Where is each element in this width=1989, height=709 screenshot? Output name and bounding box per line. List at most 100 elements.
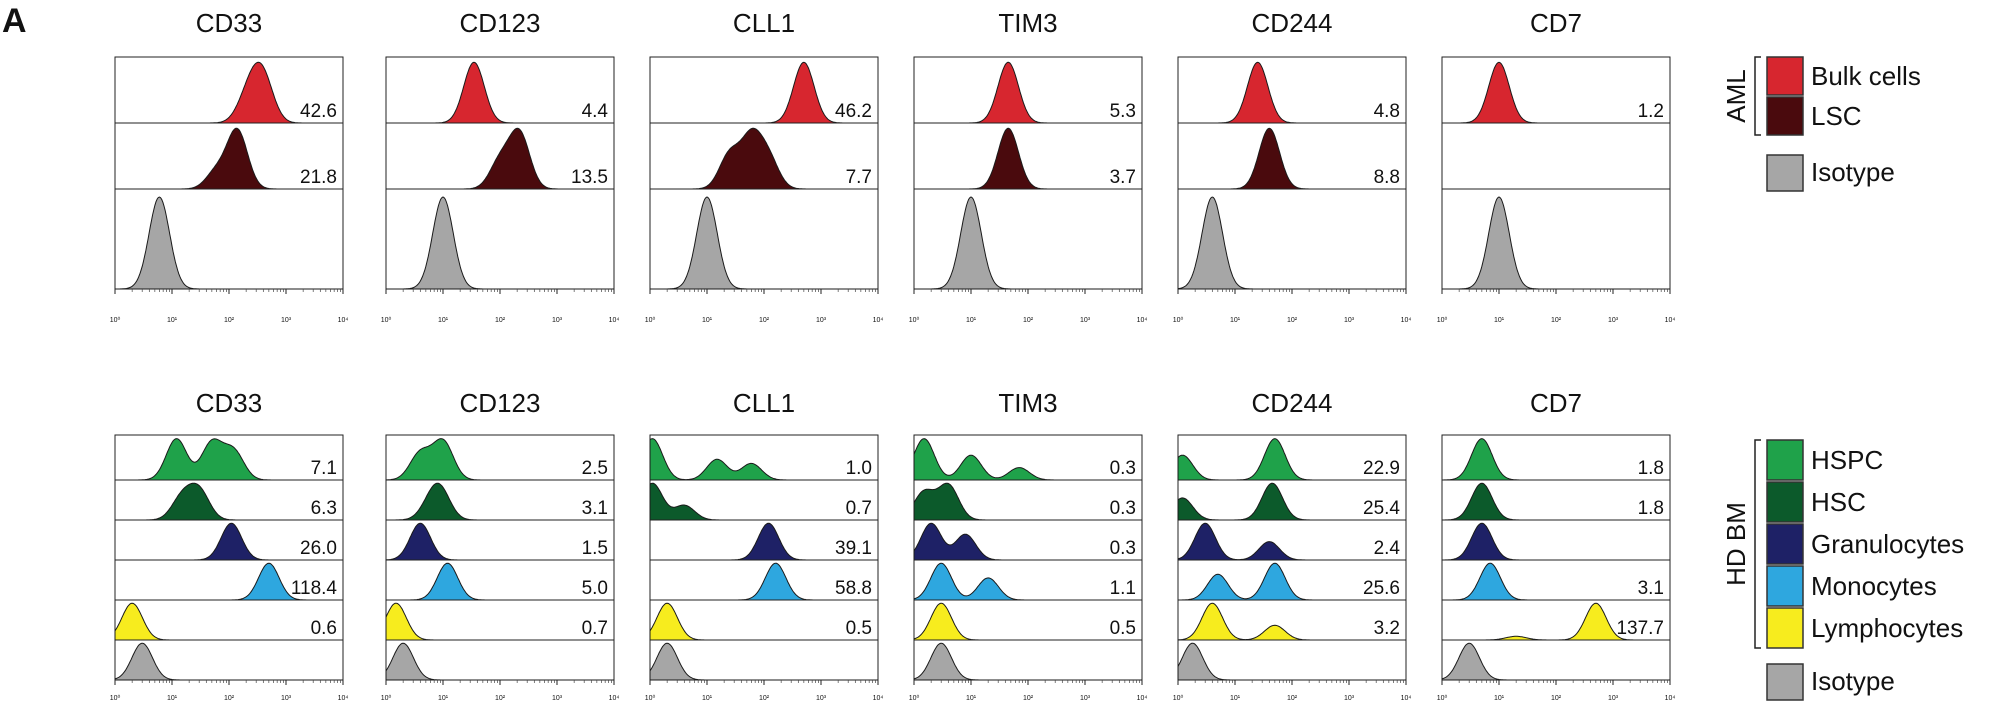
mfi-value: 42.6 bbox=[300, 101, 337, 122]
histogram-lymphocytes-cll1 bbox=[649, 602, 878, 641]
x-tick-label: 10⁴ bbox=[873, 695, 884, 702]
mfi-value: 137.7 bbox=[1616, 618, 1664, 639]
histogram-monocytes-cd7 bbox=[1442, 562, 1670, 601]
mfi-value: 46.2 bbox=[835, 101, 872, 122]
x-tick-label: 10³ bbox=[552, 317, 563, 324]
histogram-hspc-cd123 bbox=[385, 438, 614, 481]
mfi-value: 5.0 bbox=[582, 578, 608, 599]
mfi-value: 1.1 bbox=[1110, 578, 1136, 599]
mfi-value: 0.5 bbox=[1110, 618, 1136, 639]
histogram-isotype-cd33 bbox=[115, 196, 343, 290]
mfi-value: 0.7 bbox=[582, 618, 608, 639]
x-tick-label: 10⁰ bbox=[645, 316, 656, 324]
histogram-hspc-cll1 bbox=[649, 438, 878, 481]
legend-swatch-isotype bbox=[1766, 663, 1804, 701]
x-tick-label: 10² bbox=[1023, 317, 1034, 324]
legend-swatch-lymphocytes bbox=[1766, 607, 1804, 649]
mfi-value: 6.3 bbox=[311, 498, 337, 519]
mfi-value: 1.0 bbox=[846, 458, 872, 479]
x-tick-label: 10³ bbox=[1080, 695, 1091, 702]
mfi-value: 2.4 bbox=[1374, 538, 1401, 559]
mfi-value: 0.7 bbox=[846, 498, 872, 519]
mfi-value: 0.3 bbox=[1110, 498, 1136, 519]
histogram-isotype-cll1 bbox=[649, 642, 878, 681]
legend-label-isotype: Isotype bbox=[1811, 666, 1895, 696]
histogram-hspc-cd33 bbox=[115, 438, 343, 481]
histogram-monocytes-tim3 bbox=[913, 562, 1142, 601]
mfi-value: 13.5 bbox=[571, 167, 608, 188]
legend-swatch-lsc bbox=[1766, 96, 1804, 136]
x-tick-label: 10³ bbox=[552, 695, 563, 702]
panel-label: A bbox=[2, 2, 27, 40]
histogram-isotype-cd244 bbox=[1177, 196, 1406, 290]
histogram-granulocytes-cd123 bbox=[385, 522, 614, 561]
mfi-value: 0.6 bbox=[311, 618, 337, 639]
x-tick-label: 10¹ bbox=[438, 317, 449, 324]
x-tick-label: 10³ bbox=[1344, 317, 1355, 324]
mfi-value: 25.6 bbox=[1363, 578, 1400, 599]
histogram-hsc-cll1 bbox=[649, 482, 878, 521]
x-tick-label: 10² bbox=[759, 317, 770, 324]
x-tick-label: 10⁰ bbox=[1437, 694, 1448, 702]
x-tick-label: 10⁰ bbox=[110, 694, 121, 702]
marker-title-cd123: CD123 bbox=[460, 8, 541, 38]
legend-label-hspc: HSPC bbox=[1811, 445, 1883, 475]
mfi-value: 0.3 bbox=[1110, 458, 1136, 479]
histogram-isotype-cd123 bbox=[386, 196, 614, 290]
mfi-value: 2.5 bbox=[582, 458, 608, 479]
x-tick-label: 10³ bbox=[1080, 317, 1091, 324]
x-tick-label: 10⁰ bbox=[381, 694, 392, 702]
histogram-lsc-cll1 bbox=[650, 127, 878, 190]
mfi-value: 22.9 bbox=[1363, 458, 1400, 479]
x-tick-label: 10⁴ bbox=[338, 695, 349, 702]
mfi-value: 1.8 bbox=[1638, 458, 1664, 479]
mfi-value: 3.1 bbox=[582, 498, 608, 519]
x-tick-label: 10⁴ bbox=[338, 317, 349, 324]
x-tick-label: 10¹ bbox=[702, 695, 713, 702]
x-tick-label: 10² bbox=[759, 695, 770, 702]
histogram-isotype-cd244 bbox=[1177, 642, 1406, 681]
x-tick-label: 10⁴ bbox=[1137, 317, 1148, 324]
legend-bracket bbox=[1754, 439, 1761, 649]
x-tick-label: 10² bbox=[1287, 317, 1298, 324]
histogram-isotype-cd7 bbox=[1441, 642, 1670, 681]
legends: Bulk cells LSC AML Isotype HSPC HSC Granulocyt… bbox=[1721, 56, 1964, 701]
mfi-value: 21.8 bbox=[300, 167, 337, 188]
mfi-value: 3.1 bbox=[1638, 578, 1664, 599]
x-tick-label: 10¹ bbox=[438, 695, 449, 702]
marker-title-cd33: CD33 bbox=[196, 8, 262, 38]
histogram-bulk-cells-cd244 bbox=[1178, 61, 1406, 124]
mfi-value: 4.8 bbox=[1374, 101, 1400, 122]
x-tick-label: 10⁴ bbox=[1665, 695, 1676, 702]
marker-title-cll1: CLL1 bbox=[733, 388, 795, 418]
histogram-bulk-cells-tim3 bbox=[914, 61, 1142, 124]
legend-group-aml: AML bbox=[1721, 69, 1751, 122]
x-tick-label: 10¹ bbox=[1494, 317, 1505, 324]
marker-title-cll1: CLL1 bbox=[733, 8, 795, 38]
x-tick-label: 10¹ bbox=[1494, 695, 1505, 702]
marker-title-cd244: CD244 bbox=[1252, 8, 1333, 38]
mfi-value: 8.8 bbox=[1374, 167, 1400, 188]
x-tick-label: 10⁰ bbox=[909, 316, 920, 324]
histogram-lymphocytes-cd123 bbox=[385, 602, 614, 641]
x-tick-label: 10² bbox=[1023, 695, 1034, 702]
mfi-value: 3.7 bbox=[1110, 167, 1136, 188]
x-tick-label: 10¹ bbox=[966, 317, 977, 324]
x-tick-label: 10⁴ bbox=[1665, 317, 1676, 324]
legend-label-granulocytes: Granulocytes bbox=[1811, 529, 1964, 559]
x-tick-label: 10¹ bbox=[1230, 317, 1241, 324]
legend-label-isotype: Isotype bbox=[1811, 157, 1895, 187]
histogram-lymphocytes-cd244 bbox=[1177, 602, 1406, 641]
x-tick-label: 10¹ bbox=[1230, 695, 1241, 702]
x-tick-label: 10⁰ bbox=[645, 694, 656, 702]
x-tick-label: 10² bbox=[1551, 317, 1562, 324]
legend-label-bulk-cells: Bulk cells bbox=[1811, 61, 1921, 91]
mfi-value: 0.5 bbox=[846, 618, 872, 639]
x-tick-label: 10² bbox=[1551, 695, 1562, 702]
mfi-value: 58.8 bbox=[835, 578, 872, 599]
legend-label-monocytes: Monocytes bbox=[1811, 571, 1937, 601]
histogram-isotype-cd33 bbox=[114, 642, 343, 681]
legend-swatch-isotype bbox=[1766, 154, 1804, 192]
marker-title-cd123: CD123 bbox=[460, 388, 541, 418]
mfi-value: 26.0 bbox=[300, 538, 337, 559]
